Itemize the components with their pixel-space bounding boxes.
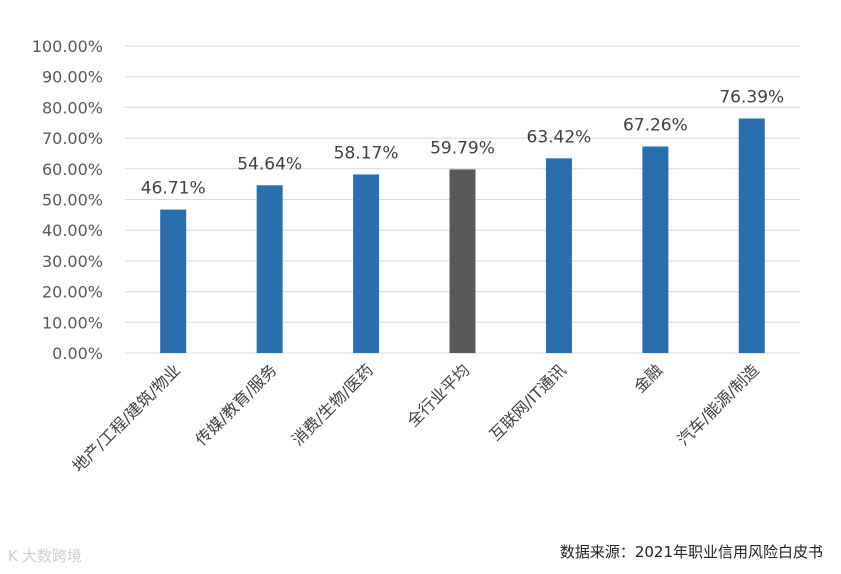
bar <box>353 174 380 353</box>
bracket-logo-icon: K <box>8 546 18 565</box>
bar <box>449 169 476 353</box>
y-tick-label: 30.00% <box>42 252 103 271</box>
y-tick-label: 60.00% <box>42 160 103 179</box>
x-tick-label: 全行业平均 <box>403 360 473 430</box>
data-label: 76.39% <box>719 87 784 107</box>
x-tick-label: 地产/工程/建筑/物业 <box>69 360 184 475</box>
data-label: 67.26% <box>623 116 688 136</box>
bar <box>160 209 187 353</box>
data-label: 59.79% <box>430 138 495 158</box>
y-tick-label: 100.00% <box>32 37 103 56</box>
y-tick-label: 90.00% <box>42 68 103 87</box>
y-tick-label: 70.00% <box>42 129 103 148</box>
watermark: K 大数跨境 <box>8 545 82 566</box>
x-tick-label: 互联网/IT通讯 <box>486 360 570 444</box>
x-tick-label: 传媒/教育/服务 <box>192 360 281 449</box>
x-tick-label: 汽车/能源/制造 <box>674 360 763 449</box>
y-tick-label: 10.00% <box>42 313 103 332</box>
bar <box>642 146 669 353</box>
watermark-text: 大数跨境 <box>21 547 82 565</box>
data-label: 46.71% <box>141 179 206 199</box>
y-tick-label: 40.00% <box>42 221 103 240</box>
data-label: 58.17% <box>334 143 399 163</box>
data-source-note: 数据来源：2021年职业信用风险白皮书 <box>559 543 823 561</box>
x-tick-label: 消费/生物/医药 <box>288 360 377 449</box>
bar <box>738 118 765 353</box>
y-tick-label: 50.00% <box>42 191 103 210</box>
y-tick-label: 20.00% <box>42 283 103 302</box>
bar <box>545 158 572 353</box>
bar <box>256 185 283 353</box>
y-tick-label: 0.00% <box>52 344 103 363</box>
y-tick-label: 80.00% <box>42 98 103 117</box>
data-label: 63.42% <box>527 127 592 147</box>
x-tick-label: 金融 <box>630 360 666 396</box>
data-label: 54.64% <box>237 154 302 174</box>
